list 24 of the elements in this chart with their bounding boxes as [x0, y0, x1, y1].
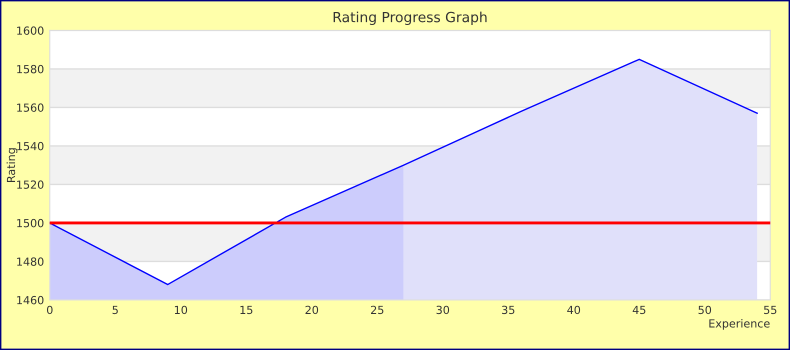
x-tick-label: 0: [46, 306, 53, 314]
y-tick-label: 1540: [17, 142, 44, 150]
y-tick-label: 1500: [17, 218, 44, 228]
y-tick-label: 1460: [17, 296, 44, 304]
x-tick-label: 55: [764, 306, 776, 314]
x-tick-label: 35: [502, 306, 514, 314]
x-axis-title: Experience: [709, 319, 770, 330]
x-tick-label: 40: [567, 306, 580, 314]
x-tick-label: 45: [632, 306, 646, 314]
y-tick-label: 1580: [17, 64, 44, 74]
y-axis-title: Rating: [6, 148, 18, 182]
chart-title: Rating Progress Graph: [334, 12, 487, 26]
y-tick-label: 1480: [17, 257, 44, 266]
x-tick-label: 30: [436, 306, 450, 314]
x-tick-label: 20: [306, 306, 318, 314]
x-tick-label: 25: [371, 306, 384, 314]
y-tick-label: 1520: [17, 180, 44, 189]
x-tick-label: 10: [174, 306, 188, 314]
x-tick-label: 50: [698, 306, 712, 314]
x-tick-label: 15: [240, 306, 252, 314]
x-tick-label: 5: [112, 306, 118, 314]
line-series: [50, 58, 758, 286]
y-tick-label: 1600: [17, 26, 44, 35]
y-tick-label: 1560: [17, 103, 44, 112]
